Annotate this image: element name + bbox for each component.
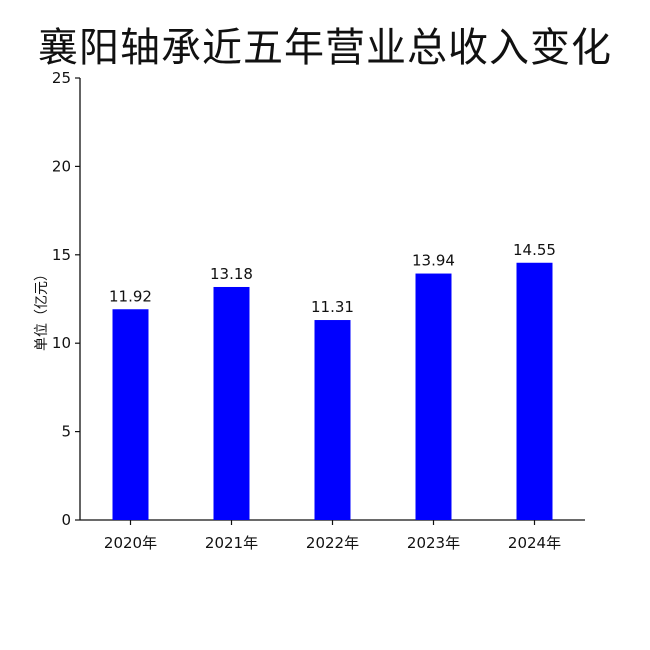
data-label-5: 14.55 <box>513 241 556 259</box>
x-tick-label-5: 2024年 <box>508 534 561 552</box>
bar-2 <box>213 286 250 520</box>
y-axis-title: 单位（亿元） <box>34 267 50 351</box>
x-tick-label-2: 2021年 <box>205 534 258 552</box>
x-tick-label-3: 2022年 <box>306 534 359 552</box>
data-label-3: 11.31 <box>311 298 354 316</box>
y-tick-label: 5 <box>61 423 71 441</box>
y-tick-label: 0 <box>61 511 71 529</box>
chart-title: 襄阳轴承近五年营业总收入变化 <box>38 25 612 71</box>
bar-3 <box>314 320 351 520</box>
y-tick-label: 20 <box>52 157 71 175</box>
data-label-1: 11.92 <box>109 287 152 305</box>
data-label-4: 13.94 <box>412 252 455 270</box>
y-tick-label: 10 <box>52 334 71 352</box>
x-tick-label-4: 2023年 <box>407 534 460 552</box>
x-tick-label-1: 2020年 <box>104 534 157 552</box>
bar-5 <box>516 262 553 520</box>
y-tick-label: 15 <box>52 246 71 264</box>
bar-4 <box>415 273 452 520</box>
data-label-2: 13.18 <box>210 265 253 283</box>
y-tick-label: 25 <box>52 69 71 87</box>
bar-1 <box>112 309 149 520</box>
